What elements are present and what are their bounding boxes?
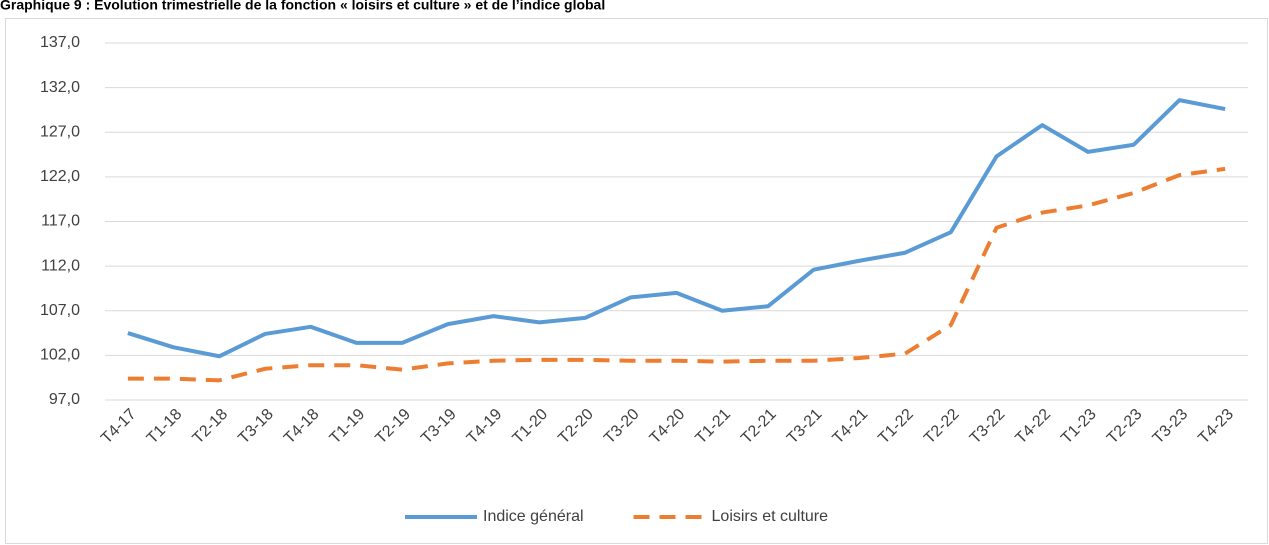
y-tick-label: 112,0 (41, 257, 80, 274)
legend-label: Loisirs et culture (712, 508, 829, 525)
y-tick-label: 122,0 (40, 168, 80, 185)
chart-frame (5, 18, 1268, 544)
chart-title: Graphique 9 : Évolution trimestrielle de… (0, 0, 605, 13)
y-tick-label: 107,0 (40, 302, 80, 319)
y-tick-label: 127,0 (40, 123, 80, 140)
series-line (127, 98, 1226, 359)
y-tick-label: 97,0 (49, 391, 80, 408)
y-tick-label: 137,0 (40, 34, 80, 51)
y-tick-label: 102,0 (40, 347, 80, 364)
y-tick-label: 132,0 (40, 79, 80, 96)
y-tick-label: 117,0 (41, 213, 80, 230)
series-line (127, 166, 1226, 383)
legend-label: Indice général (483, 508, 584, 525)
